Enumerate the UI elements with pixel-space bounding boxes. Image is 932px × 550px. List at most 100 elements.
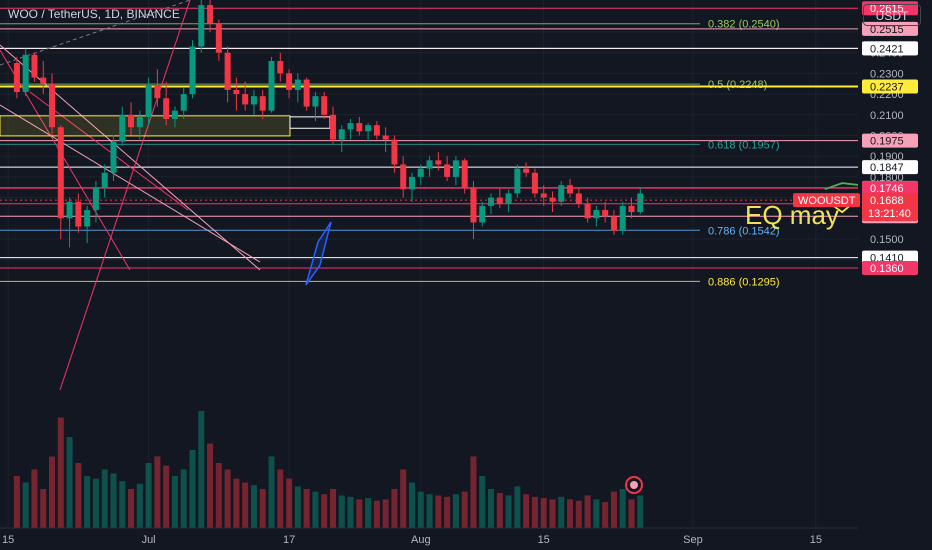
volume-bar xyxy=(154,456,161,528)
volume-bar xyxy=(312,491,319,528)
volume-bar xyxy=(619,489,626,528)
x-tick-label: 15 xyxy=(538,534,550,546)
candle-body xyxy=(128,114,135,128)
candle-body xyxy=(391,139,398,165)
x-tick-label: Aug xyxy=(411,534,431,546)
candle-body xyxy=(540,193,547,198)
volume-bar xyxy=(584,495,591,528)
candle-body xyxy=(171,110,178,119)
currency-button[interactable]: USDT xyxy=(863,4,921,26)
candle-body xyxy=(163,98,170,119)
volume-bar xyxy=(488,489,495,528)
candle-body xyxy=(637,193,644,213)
volume-bar xyxy=(303,489,310,528)
price-tag-label: 0.1360 xyxy=(870,263,904,275)
candle-body xyxy=(619,205,626,231)
volume-bar xyxy=(268,456,275,528)
volume-bar xyxy=(452,494,459,528)
volume-bar xyxy=(628,499,635,528)
volume-bar xyxy=(417,491,424,528)
countdown-label: 13:21:40 xyxy=(868,208,911,220)
candle-body xyxy=(84,210,91,227)
candle-body xyxy=(49,83,56,128)
candle-body xyxy=(435,160,442,165)
eq-annotation[interactable]: EQ may xyxy=(745,200,839,230)
flag-channel xyxy=(305,221,332,286)
symbol-tag-label: WOOUSDT xyxy=(798,195,856,207)
volume-bar xyxy=(531,496,538,528)
price-tag-label: 0.1847 xyxy=(870,162,904,174)
time-axis: 15Jul17Aug15Sep15Oct16 xyxy=(0,527,858,546)
volume-bar xyxy=(13,476,20,528)
volume-bar xyxy=(92,478,99,528)
price-tag-bg xyxy=(862,181,918,196)
candle-body xyxy=(242,94,249,105)
fib-levels: 0.382 (0.2540) 0.5 (0.2248) 0.618 (0.1957)… xyxy=(0,19,780,288)
volume-bars xyxy=(13,411,644,528)
candle-body xyxy=(92,187,99,211)
y-tick-label: 0.1500 xyxy=(870,234,904,246)
volume-bar xyxy=(22,482,29,528)
candle-body xyxy=(575,193,582,204)
candle-body xyxy=(558,185,565,202)
trendline xyxy=(29,91,189,211)
candle-body xyxy=(628,205,635,213)
volume-bar xyxy=(66,437,73,528)
candle-body xyxy=(426,160,433,169)
price-tag-bg xyxy=(862,260,918,275)
volume-bar xyxy=(145,463,152,528)
candle-body xyxy=(329,114,336,140)
candle-body xyxy=(31,54,38,78)
candle-body xyxy=(409,176,415,190)
price-tag-bg xyxy=(862,160,918,175)
candle-body xyxy=(400,164,407,190)
volume-bar xyxy=(610,491,617,528)
candle-body xyxy=(207,5,214,24)
price-tag: 0.1746 xyxy=(862,181,918,196)
price-tag-bg xyxy=(862,133,918,148)
candle-body xyxy=(321,96,328,115)
price-tag-bg xyxy=(862,41,918,56)
volume-bar xyxy=(277,469,284,528)
price-tag: 0.1975 xyxy=(862,133,918,148)
candle-body xyxy=(110,141,117,173)
price-tag-bg xyxy=(862,79,918,94)
volume-bar xyxy=(426,494,433,528)
price-tag-label: 0.2237 xyxy=(870,81,904,93)
volume-bar xyxy=(233,478,240,528)
volume-bar xyxy=(321,494,328,528)
trendline xyxy=(59,0,191,391)
volume-bar xyxy=(57,417,64,528)
volume-bar xyxy=(110,473,117,528)
trendline xyxy=(0,44,261,271)
volume-bar xyxy=(189,450,196,528)
price-tag-label: 0.2615 xyxy=(870,3,904,15)
volume-bar xyxy=(101,469,108,528)
candle-body xyxy=(584,203,591,219)
fib-label: 0.382 (0.2540) xyxy=(708,19,780,31)
fib-label: 0.886 (0.1295) xyxy=(708,276,780,288)
volume-bar xyxy=(329,489,336,528)
candle-body xyxy=(198,5,205,47)
volume-bar xyxy=(461,491,468,528)
price-axis: 0.27000.25000.24000.23000.22000.21000.20… xyxy=(793,0,932,550)
volume-bar xyxy=(373,500,380,528)
event-marker-icon[interactable] xyxy=(625,476,643,494)
current-price-label: 0.1688 xyxy=(870,195,904,207)
candle-body xyxy=(567,185,574,194)
candle-body xyxy=(602,210,609,217)
volume-bar xyxy=(49,456,56,528)
candle-body xyxy=(215,23,222,53)
candle-body xyxy=(136,116,143,128)
x-tick-label: Jul xyxy=(142,534,156,546)
candle-body xyxy=(119,114,126,142)
price-tag-label: 0.2421 xyxy=(870,43,904,55)
volume-bar xyxy=(505,495,512,528)
candle-body xyxy=(373,125,380,136)
volume-bar xyxy=(558,496,565,528)
event-marker-dot xyxy=(630,481,638,489)
candle-body xyxy=(66,201,73,219)
volume-bar xyxy=(259,489,266,528)
